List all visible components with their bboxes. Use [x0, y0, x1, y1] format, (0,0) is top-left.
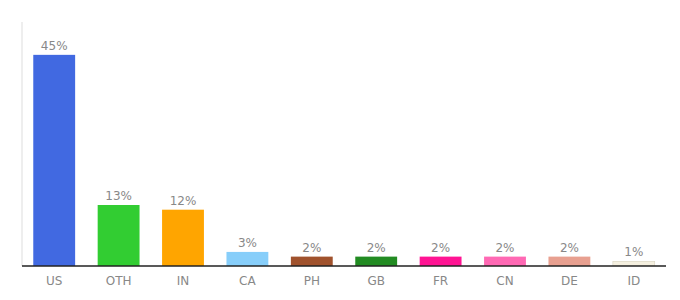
data-label: 2% [367, 241, 386, 255]
bars [33, 55, 654, 266]
x-tick-label: CA [239, 274, 256, 288]
bar [291, 257, 333, 266]
data-label: 2% [560, 241, 579, 255]
data-label: 2% [495, 241, 514, 255]
y-axis-line [22, 22, 23, 266]
page: {"chart_data": {"type": "bar", "categori… [0, 0, 680, 300]
bar [420, 257, 462, 266]
data-label: 45% [41, 39, 68, 53]
x-tick-label: CN [496, 274, 513, 288]
data-label: 3% [238, 236, 257, 250]
x-tick-label: FR [433, 274, 448, 288]
x-tick-label: ID [627, 274, 640, 288]
x-tick-label: DE [561, 274, 578, 288]
bar [484, 257, 526, 266]
data-label: 13% [105, 189, 132, 203]
x-axis-line [22, 265, 666, 267]
data-label: 12% [170, 194, 197, 208]
x-tick-label: US [46, 274, 62, 288]
x-tick-label: OTH [106, 274, 132, 288]
data-label: 2% [431, 241, 450, 255]
x-tick-label: PH [304, 274, 320, 288]
bar [162, 210, 204, 266]
bar [226, 252, 268, 266]
x-tick-label: IN [177, 274, 190, 288]
bar [98, 205, 140, 266]
bar [548, 257, 590, 266]
bar [33, 55, 75, 266]
data-label: 2% [302, 241, 321, 255]
data-labels: 45% 13% 12% 3% 2% 2% 2% 2% 2% 1% [41, 39, 643, 259]
data-label: 1% [624, 245, 643, 259]
x-tick-label: GB [367, 274, 385, 288]
bar [355, 257, 397, 266]
x-tick-labels: US OTH IN CA PH GB FR CN DE ID [46, 274, 640, 288]
chart: 45% 13% 12% 3% 2% 2% 2% 2% 2% 1% US OTH IN CA PH GB FR CN… [0, 0, 680, 300]
